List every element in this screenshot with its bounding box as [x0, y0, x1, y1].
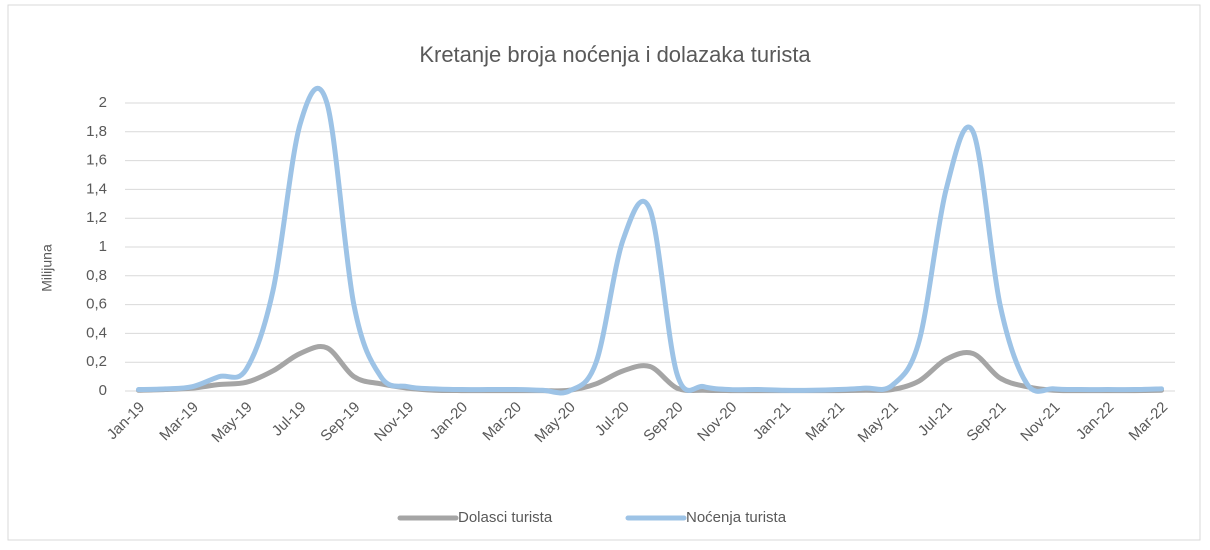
y-tick-label: 1,6 — [86, 152, 107, 169]
series-line — [135, 344, 1165, 394]
chart-border — [7, 4, 1201, 541]
y-tick-label: 1 — [99, 238, 107, 255]
y-tick-label: 0,4 — [86, 324, 107, 341]
y-tick-label: 2 — [99, 94, 107, 111]
y-tick-label: 1,2 — [86, 209, 107, 226]
chart-title: Kretanje broja noćenja i dolazaka turist… — [419, 42, 811, 67]
y-tick-label: 0,2 — [86, 353, 107, 370]
y-tick-label: 0 — [99, 382, 107, 399]
y-axis-label: Milijuna — [39, 244, 55, 292]
y-tick-label: 1,4 — [86, 180, 107, 197]
series-line — [135, 86, 1165, 396]
y-tick-label: 1,8 — [86, 123, 107, 140]
y-tick-label: 0,6 — [86, 296, 107, 313]
y-tick-label: 0,8 — [86, 267, 107, 284]
legend-label: Noćenja turista — [686, 509, 787, 526]
legend-label: Dolasci turista — [458, 509, 553, 526]
